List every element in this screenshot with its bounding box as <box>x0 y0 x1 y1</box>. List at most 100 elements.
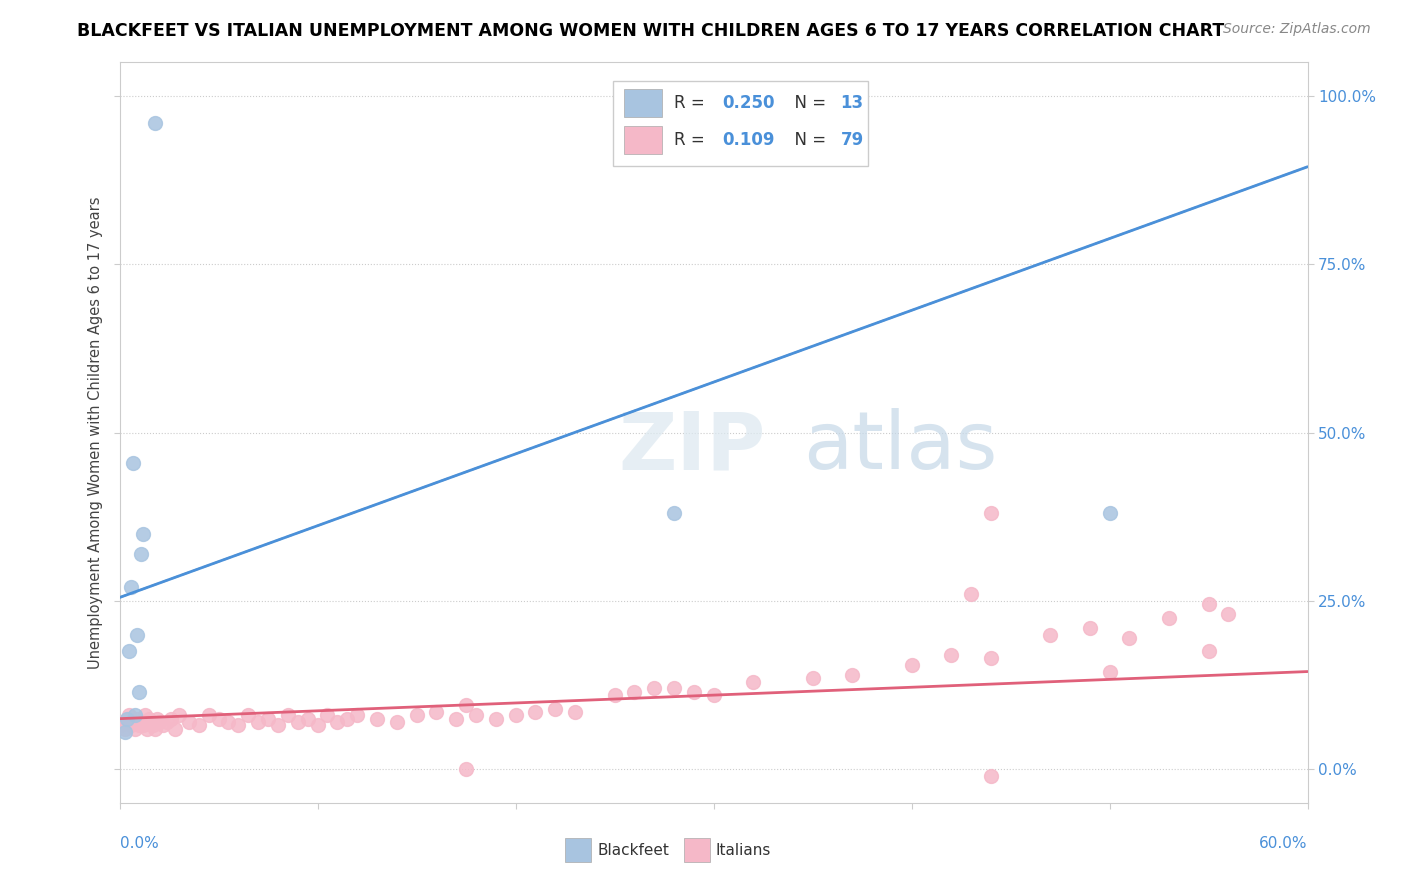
FancyBboxPatch shape <box>624 89 662 117</box>
Text: R =: R = <box>675 95 710 112</box>
Point <box>1198 597 1220 611</box>
Text: 60.0%: 60.0% <box>1260 836 1308 851</box>
Point <box>197 708 219 723</box>
Point <box>1157 610 1180 624</box>
Point <box>143 722 166 736</box>
Point <box>124 722 146 736</box>
Point <box>129 547 152 561</box>
Point <box>1078 621 1101 635</box>
Point <box>136 722 159 736</box>
Point <box>1118 631 1140 645</box>
Point <box>122 714 145 729</box>
Point <box>117 712 139 726</box>
Point <box>366 712 388 726</box>
Point <box>742 674 765 689</box>
Point <box>118 708 141 723</box>
Point <box>132 718 155 732</box>
Text: BLACKFEET VS ITALIAN UNEMPLOYMENT AMONG WOMEN WITH CHILDREN AGES 6 TO 17 YEARS C: BLACKFEET VS ITALIAN UNEMPLOYMENT AMONG … <box>77 22 1225 40</box>
Point <box>564 705 586 719</box>
Point <box>1198 644 1220 658</box>
Point <box>187 718 209 732</box>
Point <box>146 712 169 726</box>
Text: 0.250: 0.250 <box>721 95 775 112</box>
Text: 79: 79 <box>841 131 863 149</box>
Point <box>444 712 467 726</box>
Text: 13: 13 <box>841 95 863 112</box>
Point <box>122 456 145 470</box>
Point <box>152 718 174 732</box>
Text: atlas: atlas <box>803 409 997 486</box>
Y-axis label: Unemployment Among Women with Children Ages 6 to 17 years: Unemployment Among Women with Children A… <box>87 196 103 669</box>
Text: 0.109: 0.109 <box>721 131 775 149</box>
Point <box>980 769 1002 783</box>
Point <box>142 718 165 732</box>
Point <box>454 698 477 713</box>
Point <box>267 718 290 732</box>
Point <box>900 657 922 672</box>
Point <box>485 712 508 726</box>
FancyBboxPatch shape <box>613 81 868 166</box>
Point <box>128 685 150 699</box>
Point <box>682 685 704 699</box>
Point <box>385 714 408 729</box>
Text: 0.0%: 0.0% <box>120 836 159 851</box>
Bar <box>565 838 591 862</box>
Text: Source: ZipAtlas.com: Source: ZipAtlas.com <box>1223 22 1371 37</box>
Point <box>217 714 239 729</box>
Point <box>156 714 179 729</box>
Point <box>336 712 359 726</box>
Text: N =: N = <box>783 131 831 149</box>
Point <box>141 714 163 729</box>
Point <box>505 708 527 723</box>
Point <box>1218 607 1240 622</box>
Point <box>980 507 1002 521</box>
Point <box>980 651 1002 665</box>
Point <box>207 712 229 726</box>
Point <box>662 681 685 696</box>
Point <box>112 714 135 729</box>
Point <box>114 722 136 736</box>
Text: ZIP: ZIP <box>619 409 766 486</box>
Point <box>524 705 547 719</box>
Point <box>307 718 329 732</box>
Point <box>801 671 824 685</box>
Point <box>228 718 250 732</box>
Point <box>134 708 156 723</box>
Point <box>1039 627 1062 641</box>
Point <box>277 708 299 723</box>
Point <box>941 648 963 662</box>
Point <box>124 708 146 723</box>
Point <box>297 712 319 726</box>
Point <box>623 685 645 699</box>
Point <box>148 714 170 729</box>
Point <box>120 581 142 595</box>
Text: Italians: Italians <box>716 843 772 858</box>
Point <box>128 718 150 732</box>
Point <box>960 587 983 601</box>
Text: N =: N = <box>783 95 831 112</box>
Point <box>167 708 190 723</box>
Point <box>316 708 339 723</box>
Point <box>138 712 160 726</box>
Point <box>346 708 368 723</box>
Point <box>464 708 488 723</box>
Point <box>326 714 349 729</box>
Point <box>405 708 427 723</box>
Point <box>425 705 447 719</box>
Point <box>127 627 149 641</box>
Point <box>177 714 200 729</box>
Text: R =: R = <box>675 131 710 149</box>
Point <box>143 116 166 130</box>
Point <box>247 714 270 729</box>
Point <box>257 712 280 726</box>
Point <box>544 701 567 715</box>
Point <box>287 714 309 729</box>
Point <box>118 644 141 658</box>
Point <box>127 712 149 726</box>
Point <box>110 718 132 732</box>
Point <box>132 526 155 541</box>
Point <box>129 714 152 729</box>
Point <box>703 688 725 702</box>
Bar <box>683 838 710 862</box>
FancyBboxPatch shape <box>624 126 662 154</box>
